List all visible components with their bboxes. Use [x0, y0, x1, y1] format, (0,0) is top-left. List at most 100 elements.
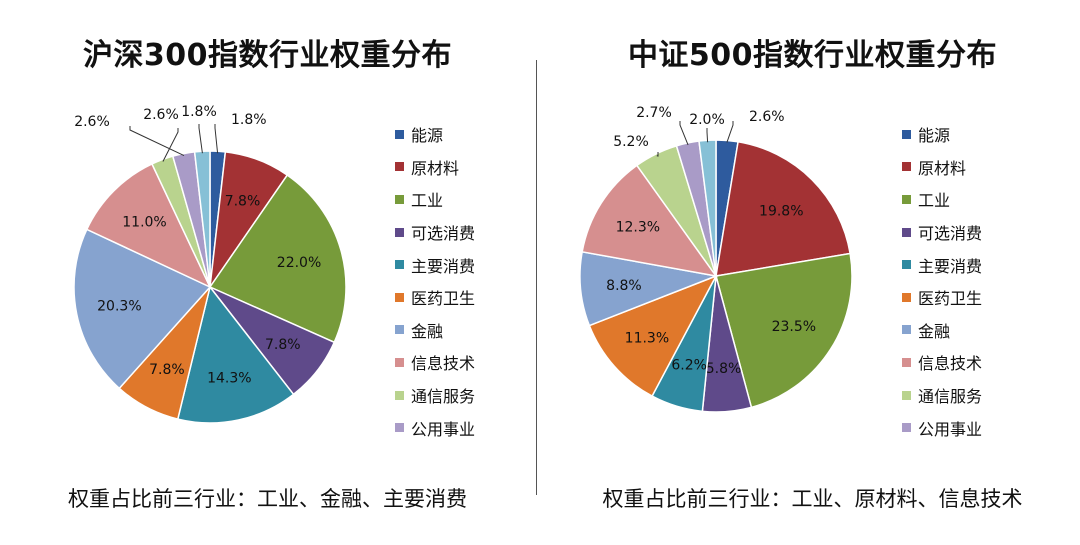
chart-panel-csi500: 中证500指数行业权重分布 2.6% 19.8% 23.5% 5.8% 6.2% 11.3… — [545, 0, 1080, 545]
chart-title: 中证500指数行业权重分布 — [627, 38, 998, 73]
legend-item: 信息技术 — [902, 346, 982, 379]
legend-swatch — [395, 260, 404, 270]
legend-label: 主要消费 — [411, 256, 476, 276]
legend-item: 医药卫生 — [902, 281, 982, 314]
pie-slice — [588, 274, 718, 398]
legend-swatch — [902, 292, 911, 302]
legend-item: 能源 — [902, 118, 982, 151]
leader-line — [679, 121, 689, 146]
legend-swatch — [395, 162, 404, 172]
legend-label: 信息技术 — [918, 354, 983, 374]
leader-line — [214, 124, 219, 154]
legend-swatch — [395, 227, 404, 237]
pie-slice — [208, 174, 347, 344]
legend-item: 公用事业 — [902, 411, 982, 444]
legend-item: 金融 — [902, 314, 982, 347]
legend-item: 可选消费 — [902, 216, 982, 249]
legend-label: 能源 — [918, 126, 951, 146]
legend-label: 公用事业 — [918, 419, 983, 439]
pie-slice — [715, 140, 851, 277]
legend-item: 信息技术 — [395, 346, 475, 379]
legend-swatch — [395, 390, 404, 400]
legend-swatch — [395, 194, 404, 204]
legend-label: 金融 — [411, 321, 444, 341]
legend-label: 信息技术 — [411, 354, 476, 374]
legend-swatch — [902, 390, 911, 400]
leader-line — [726, 121, 734, 143]
chart-footer: 权重占比前三行业：工业、原材料、信息技术 — [602, 487, 1023, 511]
pie-chart: 1.8% 7.8% 22.0% 7.8% 14.3% 7.8% 20.3% 11.0% 2.6%… — [73, 104, 347, 424]
legend-swatch — [902, 129, 911, 139]
legend-item: 主要消费 — [395, 248, 475, 281]
pie-slice — [581, 164, 718, 278]
data-label: 7.8% — [265, 337, 301, 353]
legend-swatch — [902, 260, 911, 270]
data-label: 2.6% — [749, 109, 785, 125]
legend-label: 通信服务 — [918, 387, 983, 407]
legend-swatch — [395, 129, 404, 139]
legend-swatch — [902, 423, 911, 433]
chart-legend: 能源原材料工业 可选消费主要消费医药卫生金融信息技术通信服务公用事业 — [902, 118, 982, 444]
legend-swatch — [902, 357, 911, 367]
data-label: 2.7% — [636, 105, 672, 121]
legend-item: 主要消费 — [902, 248, 982, 281]
legend-label: 能源 — [411, 126, 444, 146]
legend-item: 原材料 — [395, 151, 475, 184]
legend-label: 主要消费 — [918, 256, 983, 276]
chart-legend: 能源原材料工业可选消费主要消费医药卫生金融信息技术通信服务公用事业 — [395, 118, 475, 444]
data-label: 5.2% — [613, 134, 649, 150]
legend-label: 可选消费 — [411, 224, 476, 244]
data-label: 20.3% — [97, 299, 141, 315]
legend-label: 医药卫生 — [411, 289, 476, 309]
legend-swatch — [395, 357, 404, 367]
leader-line — [162, 128, 179, 162]
legend-item: 通信服务 — [902, 379, 982, 412]
data-label: 7.8% — [225, 193, 261, 209]
leader-line — [129, 126, 185, 156]
leader-line — [656, 152, 659, 157]
data-label: 23.5% — [772, 319, 816, 335]
data-label: 2.0% — [689, 112, 725, 128]
legend-label: 通信服务 — [411, 387, 476, 407]
legend-label: 金融 — [918, 321, 951, 341]
chart-panel-hs300: 沪深300指数行业权重分布 1.8% 7.8% 22.0% 7.8% 14.3% 7.8%… — [0, 0, 535, 545]
legend-swatch — [395, 423, 404, 433]
legend-item: 工业 — [395, 183, 475, 216]
legend-item: 工业 — [902, 183, 982, 216]
legend-item: 医药卫生 — [395, 281, 475, 314]
legend-label: 原材料 — [918, 158, 967, 178]
data-label: 19.8% — [759, 204, 803, 220]
pie-slice — [73, 228, 212, 390]
data-label: 14.3% — [207, 370, 251, 386]
legend-swatch — [902, 325, 911, 335]
pie-slice — [715, 252, 853, 409]
data-label: 7.8% — [149, 362, 185, 378]
data-label: 12.3% — [616, 220, 660, 236]
chart-title: 沪深300指数行业权重分布 — [82, 38, 453, 73]
legend-item: 原材料 — [902, 151, 982, 184]
data-label: 6.2% — [671, 357, 707, 373]
legend-label: 医药卫生 — [918, 289, 983, 309]
legend-swatch — [902, 194, 911, 204]
data-label: 5.8% — [706, 361, 742, 377]
legend-swatch — [395, 292, 404, 302]
leader-line — [198, 124, 203, 154]
chart-footer: 权重占比前三行业：工业、金融、主要消费 — [68, 487, 467, 511]
pie-slice — [85, 162, 212, 289]
data-label: 11.0% — [122, 215, 166, 231]
legend-swatch — [395, 325, 404, 335]
data-label: 1.8% — [181, 104, 217, 120]
legend-label: 原材料 — [411, 158, 460, 178]
legend-item: 能源 — [395, 118, 475, 151]
legend-label: 公用事业 — [411, 419, 476, 439]
leader-line — [706, 128, 709, 143]
data-label: 11.3% — [625, 330, 669, 346]
legend-swatch — [902, 227, 911, 237]
data-label: 2.6% — [74, 114, 110, 130]
legend-item: 公用事业 — [395, 411, 475, 444]
pie-chart: 2.6% 19.8% 23.5% 5.8%6.2%11.3% 8.8% 12.3% 5.2%… — [579, 105, 853, 413]
data-label: 22.0% — [277, 255, 321, 271]
legend-item: 可选消费 — [395, 216, 475, 249]
legend-label: 工业 — [411, 191, 444, 211]
legend-swatch — [902, 162, 911, 172]
